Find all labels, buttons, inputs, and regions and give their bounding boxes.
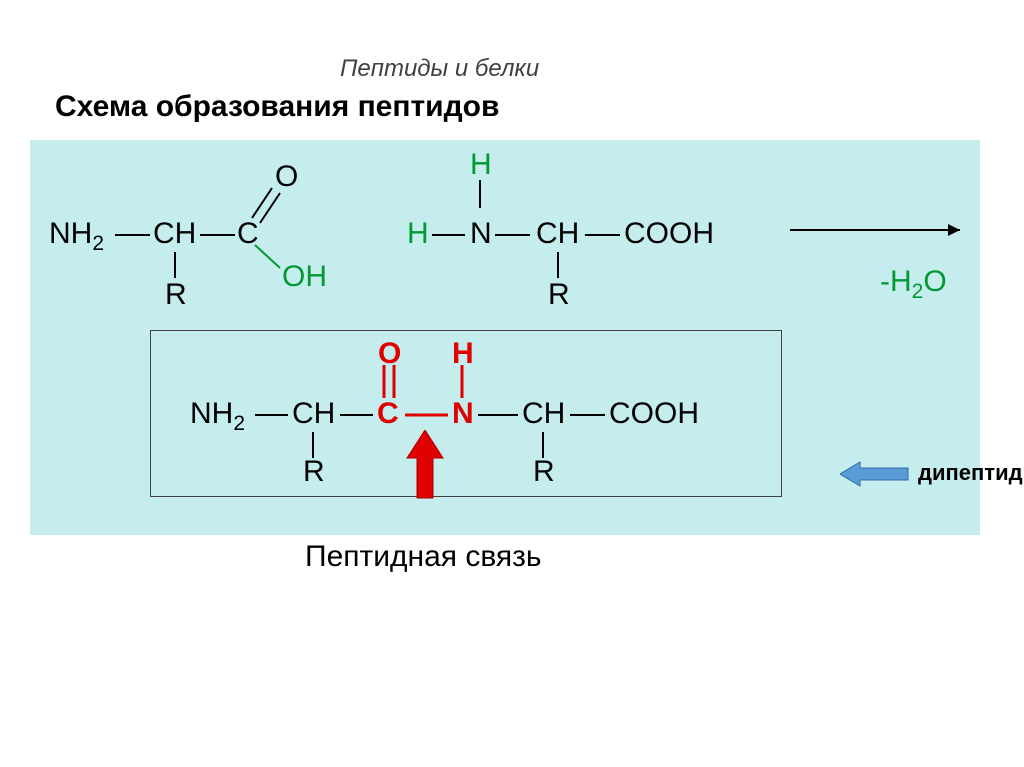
p-ch2: CH [522,397,565,431]
slide-subtitle: Пептиды и белки [340,55,539,83]
p-cooh: COOH [609,397,699,431]
r2-cooh: COOH [624,217,714,251]
p-ch1: CH [292,397,335,431]
minus-h2o: -H2O [880,265,947,304]
section-title: Схема образования пептидов [55,90,499,124]
r1-nh2: NH2 [49,217,104,256]
r2-h-left: H [407,217,429,251]
r1-ch: CH [153,217,196,251]
r2-h-top: H [470,148,492,182]
r2-n: N [470,217,492,251]
r1-r: R [165,278,187,312]
r1-o: O [275,160,298,194]
p-nh2: NH2 [190,397,245,436]
p-c: C [377,397,399,431]
p-o: O [378,337,401,371]
p-n: N [452,397,474,431]
r2-r: R [548,278,570,312]
r1-c: C [237,217,259,251]
red-arrow-icon [405,430,445,500]
p-r1: R [303,455,325,489]
blue-arrow-icon [840,460,910,488]
p-r2: R [533,455,555,489]
peptide-bond-label: Пептидная связь [305,540,542,574]
r2-ch: CH [536,217,579,251]
p-h: H [452,337,474,371]
r1-oh: OH [282,260,327,294]
dipeptide-label: дипептид [918,460,1023,486]
